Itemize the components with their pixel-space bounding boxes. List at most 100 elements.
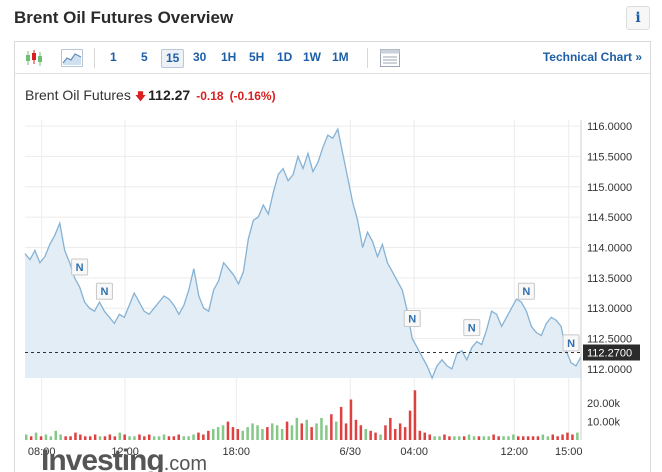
last-price: 112.27 [148, 87, 191, 103]
price-chart[interactable]: 116.0000 115.5000 115.0000 114.5000 114.0000… [15, 42, 650, 472]
news-marker[interactable] [95, 282, 113, 300]
volume-bar [44, 434, 48, 440]
volume-bar [216, 427, 220, 440]
y-tick-label: 113.5000 [587, 273, 632, 285]
y-tick-label: 113.0000 [587, 303, 632, 315]
volume-bar [487, 436, 490, 440]
timeframe-30[interactable]: 30 [193, 50, 207, 64]
timeframe-5[interactable]: 5 [141, 50, 148, 64]
volume-bar [197, 432, 200, 440]
down-arrow-icon: 🡇 [134, 91, 147, 103]
volume-bar [482, 436, 486, 440]
volume-bar [541, 434, 545, 440]
volume-bar [280, 429, 284, 440]
logo-suffix: .com [163, 453, 208, 472]
news-marker-label[interactable]: N [522, 286, 530, 298]
logo-main: Investing [41, 444, 165, 472]
volume-bar [467, 434, 471, 440]
news-marker[interactable] [562, 334, 580, 352]
y-tick-label: 112.5000 [587, 334, 632, 346]
timeframe-1w[interactable]: 1W [303, 50, 321, 64]
volume-bar [261, 429, 264, 440]
news-marker[interactable] [463, 319, 481, 337]
volume-bar [177, 434, 180, 440]
x-tick-label: 15:00 [555, 446, 583, 458]
table-view-icon[interactable] [379, 48, 401, 68]
volume-bar [89, 436, 92, 440]
volume-bar [576, 432, 579, 440]
area-chart-icon[interactable] [61, 48, 83, 68]
volume-bar [202, 434, 205, 440]
volume-bar [93, 434, 97, 440]
volume-bar [546, 436, 550, 440]
volume-bar [74, 432, 77, 440]
volume-bar [59, 434, 62, 440]
volume-bar [502, 436, 505, 440]
timeframe-1h[interactable]: 1H [221, 50, 237, 64]
volume-bar [551, 434, 554, 440]
volume-bar [394, 429, 397, 440]
volume-bar [226, 421, 230, 440]
volume-bar [108, 434, 112, 440]
volume-bar [507, 436, 510, 440]
timeframe-1[interactable]: 1 [110, 50, 117, 64]
volume-bar [384, 425, 387, 440]
volume-bar [349, 399, 353, 440]
timeframe-15[interactable]: 15 [161, 49, 185, 68]
news-marker-label[interactable]: N [76, 262, 84, 274]
x-tick-label: 12:00 [501, 446, 529, 458]
volume-bar [320, 417, 323, 440]
page-title: Brent Oil Futures Overview [14, 8, 234, 27]
volume-tick-label: 20.00k [587, 398, 621, 410]
volume-bar [335, 421, 338, 440]
volume-bar [172, 436, 176, 440]
volume-bar [25, 434, 28, 440]
candlestick-icon[interactable] [23, 48, 45, 68]
volume-bar [162, 434, 166, 440]
info-button[interactable]: i [626, 6, 650, 30]
y-tick-label: 115.0000 [587, 182, 632, 194]
news-marker[interactable] [517, 282, 535, 300]
news-marker-label[interactable]: N [100, 286, 108, 298]
news-marker[interactable] [403, 310, 421, 328]
price-change-percent: (-0.16%) [229, 89, 276, 103]
volume-bar [236, 429, 240, 440]
volume-bar [315, 423, 318, 440]
news-marker-label[interactable]: N [567, 338, 575, 350]
volume-bar [123, 434, 126, 440]
news-marker[interactable] [71, 258, 89, 276]
volume-bar [310, 427, 313, 440]
volume-bar [438, 436, 441, 440]
volume-bar [118, 432, 121, 440]
volume-bar [556, 436, 559, 440]
volume-bar [536, 436, 540, 440]
news-marker-label[interactable]: N [408, 314, 416, 326]
timeframe-1d[interactable]: 1D [277, 50, 293, 64]
volume-bar [403, 427, 407, 440]
volume-bar [241, 430, 244, 440]
y-tick-label: 112.0000 [587, 364, 632, 376]
volume-bar [207, 430, 210, 440]
price-line [24, 127, 582, 380]
volume-bar [64, 436, 67, 440]
timeframe-1m[interactable]: 1M [332, 50, 349, 64]
chart-toolbar: 1 5 15 30 1H 5H 1D 1W 1M Technical Chart… [15, 42, 650, 74]
news-marker-label[interactable]: N [468, 323, 476, 335]
volume-bar [69, 436, 72, 440]
technical-chart-link[interactable]: Technical Chart » [542, 50, 642, 64]
volume-bar [453, 436, 456, 440]
volume-bar [330, 414, 333, 440]
volume-bar [113, 436, 117, 440]
volume-bar [359, 425, 363, 440]
volume-bar [79, 434, 82, 440]
volume-bar [187, 436, 190, 440]
volume-bar [526, 436, 530, 440]
x-tick-label: 08:00 [28, 446, 56, 458]
volume-bar [497, 436, 500, 440]
volume-bar [522, 436, 525, 440]
toolbar-divider [367, 48, 368, 68]
investing-logo: Investing.com [41, 444, 207, 472]
volume-bar [157, 436, 161, 440]
volume-bar [251, 423, 254, 440]
timeframe-5h[interactable]: 5H [249, 50, 265, 64]
